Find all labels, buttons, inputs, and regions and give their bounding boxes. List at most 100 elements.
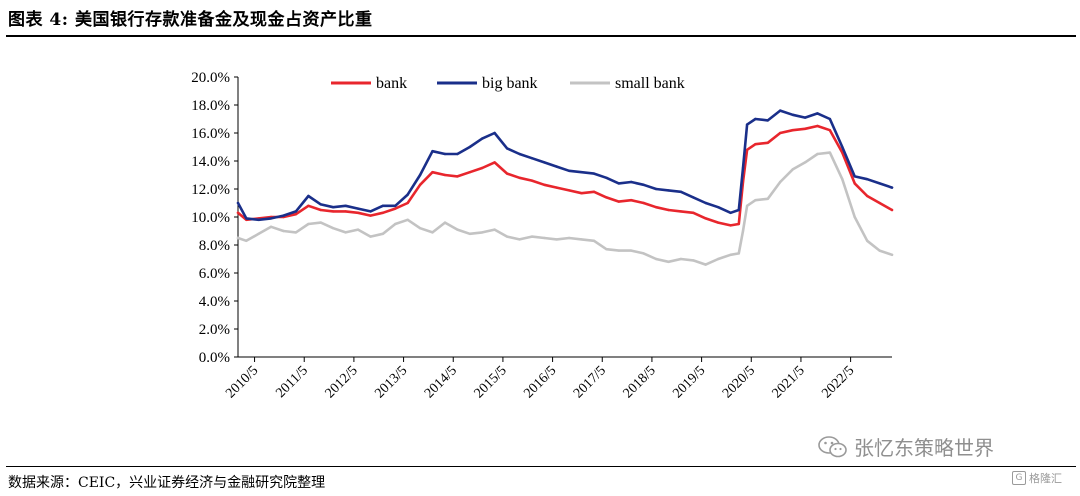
wechat-icon xyxy=(818,435,847,457)
data-point-small-bank xyxy=(567,236,571,240)
x-tick-label: 2020/5 xyxy=(720,363,758,401)
data-point-big-bank xyxy=(828,117,832,121)
x-tick-label: 2012/5 xyxy=(323,363,361,401)
data-point-big-bank xyxy=(493,131,496,135)
y-tick-label: 20.0% xyxy=(191,70,230,86)
data-point-big-bank xyxy=(766,119,769,122)
legend-label-small-bank: small bank xyxy=(615,75,685,92)
data-point-big-bank xyxy=(803,116,807,119)
data-point-big-bank xyxy=(717,206,720,209)
data-point-small-bank xyxy=(667,260,670,263)
corner-logo-label: 格隆汇 xyxy=(1029,472,1062,485)
data-point-bank xyxy=(617,200,620,203)
data-point-big-bank xyxy=(344,204,347,207)
data-point-big-bank xyxy=(866,178,869,181)
data-point-small-bank xyxy=(878,249,881,252)
data-point-small-bank xyxy=(737,252,740,255)
data-point-bank xyxy=(518,176,521,179)
data-point-big-bank xyxy=(356,207,360,210)
data-point-big-bank xyxy=(257,218,260,221)
data-point-small-bank xyxy=(853,215,856,219)
data-point-small-bank xyxy=(282,229,285,233)
data-point-big-bank xyxy=(468,145,471,149)
data-point-bank xyxy=(779,131,782,135)
data-point-bank xyxy=(766,141,769,144)
data-point-small-bank xyxy=(468,232,471,235)
title-rule xyxy=(6,35,1076,37)
data-point-small-bank xyxy=(766,197,769,200)
data-point-bank xyxy=(567,189,571,192)
data-point-bank xyxy=(555,186,558,189)
data-point-small-bank xyxy=(555,238,558,241)
data-point-big-bank xyxy=(630,180,633,184)
source-note: 数据来源：CEIC，兴业证券经济与金融研究院整理 xyxy=(8,475,326,491)
data-point-small-bank xyxy=(332,227,335,230)
y-tick-label: 0.0% xyxy=(199,350,230,366)
data-point-bank xyxy=(866,194,869,198)
data-point-small-bank xyxy=(605,248,608,251)
x-tick-label: 2013/5 xyxy=(372,363,410,401)
watermark-text: 张忆东策略世界 xyxy=(854,436,994,460)
data-point-small-bank xyxy=(257,232,260,235)
data-point-bank xyxy=(791,129,794,132)
x-tick-label: 2021/5 xyxy=(770,363,808,401)
data-point-bank xyxy=(468,171,471,174)
data-point-bank xyxy=(605,196,608,199)
data-point-bank xyxy=(456,175,459,178)
data-point-big-bank xyxy=(617,182,620,185)
y-tick-label: 12.0% xyxy=(191,182,230,198)
data-point-bank xyxy=(319,208,322,212)
data-point-small-bank xyxy=(580,238,583,241)
data-point-bank xyxy=(754,143,757,146)
data-point-small-bank xyxy=(779,180,782,184)
data-point-bank xyxy=(356,211,360,214)
data-point-small-bank xyxy=(642,252,645,255)
data-point-big-bank xyxy=(332,206,335,209)
y-tick-label: 14.0% xyxy=(191,154,230,170)
data-point-big-bank xyxy=(505,147,509,150)
data-point-big-bank xyxy=(853,175,856,178)
x-tick-label: 2014/5 xyxy=(422,363,460,401)
data-point-small-bank xyxy=(679,257,683,261)
data-point-small-bank xyxy=(481,231,484,234)
data-point-bank xyxy=(890,208,894,212)
data-point-big-bank xyxy=(518,152,521,156)
data-point-bank xyxy=(878,201,881,205)
data-point-big-bank xyxy=(456,152,459,156)
data-point-small-bank xyxy=(418,227,422,230)
data-point-small-bank xyxy=(754,199,757,202)
y-tick-label: 16.0% xyxy=(191,126,230,142)
y-tick-label: 2.0% xyxy=(199,322,230,338)
data-point-bank xyxy=(481,166,484,170)
data-point-small-bank xyxy=(456,228,459,231)
data-point-big-bank xyxy=(890,186,894,189)
data-point-big-bank xyxy=(443,152,447,156)
data-point-bank xyxy=(580,192,583,195)
data-point-big-bank xyxy=(745,123,749,126)
x-tick-label: 2016/5 xyxy=(521,363,559,401)
data-point-big-bank xyxy=(592,172,596,175)
data-point-bank xyxy=(841,151,844,154)
data-point-big-bank xyxy=(567,169,571,172)
data-point-big-bank xyxy=(319,203,322,206)
data-point-small-bank xyxy=(294,231,298,234)
data-point-small-bank xyxy=(791,168,794,171)
legend-label-big-bank: big bank xyxy=(482,75,538,92)
data-point-small-bank xyxy=(816,152,819,156)
data-point-big-bank xyxy=(737,208,740,212)
data-point-small-bank xyxy=(356,228,360,231)
data-point-big-bank xyxy=(729,211,732,214)
data-point-small-bank xyxy=(803,161,807,164)
data-point-bank xyxy=(443,173,447,177)
data-point-big-bank xyxy=(654,187,658,191)
data-point-bank xyxy=(493,161,496,164)
data-point-big-bank xyxy=(704,201,707,205)
data-point-small-bank xyxy=(828,151,832,154)
y-tick-label: 10.0% xyxy=(191,210,230,226)
watermark: 张忆东策略世界 xyxy=(818,432,994,461)
data-point-small-bank xyxy=(741,229,745,233)
data-point-bank xyxy=(630,199,633,202)
data-point-bank xyxy=(816,124,819,128)
data-point-bank xyxy=(717,221,720,224)
data-point-big-bank xyxy=(555,165,558,168)
